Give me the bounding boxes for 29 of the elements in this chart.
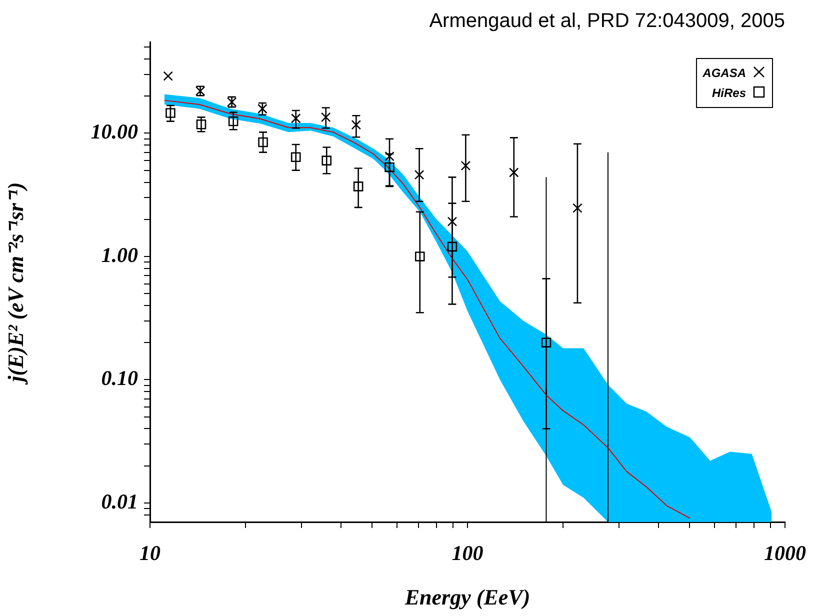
point [351, 120, 362, 130]
text: Armengaud et al, PRD 72:043009, 2005 [429, 10, 785, 32]
point [322, 156, 332, 166]
point [509, 168, 519, 178]
legend-label: AGASA [702, 66, 746, 80]
y-axis-title: j(E)E² (eV cm⁻²s⁻¹sr⁻¹) [2, 182, 28, 385]
x-tick-label: 10 [140, 541, 161, 566]
point [228, 116, 238, 126]
legend-label: HiRes [712, 86, 746, 100]
x-tick-label: 100 [452, 541, 484, 566]
point [290, 152, 301, 162]
point [320, 112, 331, 122]
x-axis-title: Energy (EeV) [404, 584, 530, 610]
point [196, 119, 206, 130]
y-tick-label: 1.00 [101, 242, 138, 267]
point [166, 108, 176, 118]
point [163, 71, 173, 81]
y-tick-label: 10.00 [90, 120, 138, 144]
y-tick-label: 0.01 [101, 489, 138, 514]
point [447, 216, 458, 226]
x-tick-label: 1000 [764, 541, 806, 566]
point [414, 170, 424, 180]
point [290, 113, 301, 124]
point [384, 162, 394, 172]
point [353, 182, 364, 192]
point [258, 137, 268, 148]
point [414, 252, 425, 262]
point [447, 242, 458, 252]
y-tick-label: 0.10 [101, 366, 138, 390]
